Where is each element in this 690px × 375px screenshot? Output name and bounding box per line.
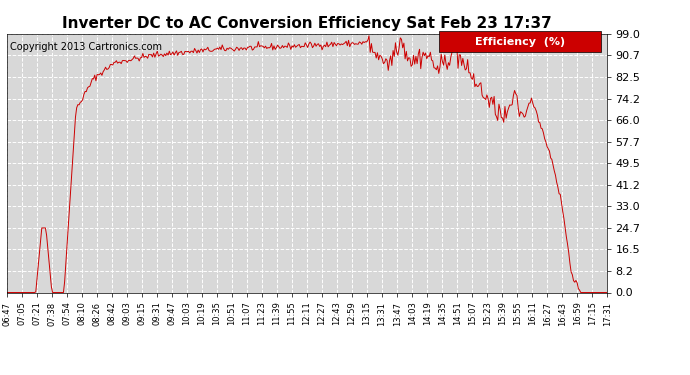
- Text: Efficiency  (%): Efficiency (%): [475, 36, 565, 46]
- Title: Inverter DC to AC Conversion Efficiency Sat Feb 23 17:37: Inverter DC to AC Conversion Efficiency …: [62, 16, 552, 31]
- FancyBboxPatch shape: [439, 31, 601, 52]
- Text: Copyright 2013 Cartronics.com: Copyright 2013 Cartronics.com: [10, 42, 162, 51]
